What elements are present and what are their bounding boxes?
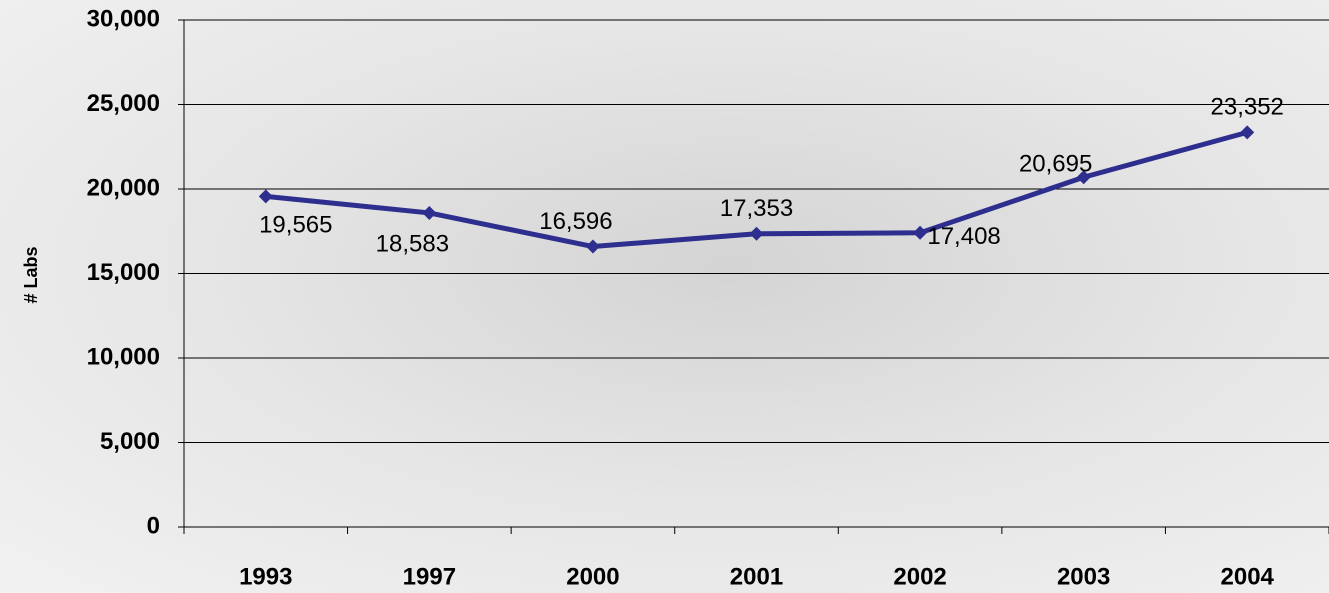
x-tick-label: 1997: [403, 563, 456, 590]
y-axis-title: # Labs: [21, 246, 41, 303]
data-label: 16,596: [539, 208, 612, 235]
x-tick-label: 2001: [730, 563, 783, 590]
y-tick-label: 10,000: [87, 343, 160, 370]
y-tick-label: 0: [147, 512, 160, 539]
data-label: 19,565: [259, 212, 332, 239]
x-tick-label: 2003: [1057, 563, 1110, 590]
y-tick-label: 5,000: [100, 428, 160, 455]
x-tick-label: 2000: [566, 563, 619, 590]
marker: [749, 226, 764, 241]
y-tick-label: 20,000: [87, 174, 160, 201]
data-label: 18,583: [376, 230, 449, 257]
y-tick-label: 25,000: [87, 90, 160, 117]
data-label: 17,353: [720, 195, 793, 222]
x-tick-label: 2002: [893, 563, 946, 590]
data-label: 23,352: [1211, 94, 1284, 121]
marker: [1240, 125, 1255, 140]
marker: [422, 205, 437, 220]
x-tick-label: 2004: [1221, 563, 1275, 590]
data-label: 20,695: [1019, 151, 1092, 178]
marker: [258, 189, 273, 204]
y-tick-label: 15,000: [87, 259, 160, 286]
marker: [913, 225, 928, 240]
y-tick-label: 30,000: [87, 5, 160, 32]
marker: [1076, 170, 1091, 185]
x-tick-label: 1993: [239, 563, 292, 590]
data-label: 17,408: [927, 223, 1000, 250]
marker: [585, 239, 600, 254]
